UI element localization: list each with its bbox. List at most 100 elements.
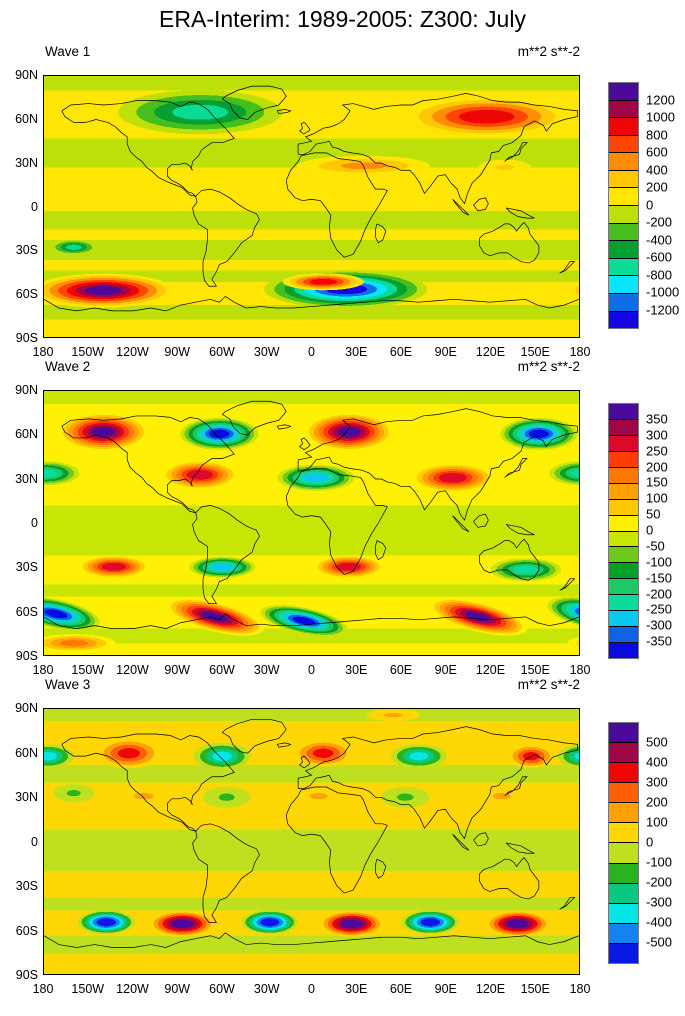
panel-units-label: m**2 s**-2 [517,44,580,59]
colorbar-swatch [609,883,638,904]
x-tick-label: 0 [308,982,315,996]
colorbar-label: 0 [646,834,654,850]
colorbar-label: -1200 [646,302,680,317]
x-tick-label: 120W [116,345,149,359]
y-tick-label: 90S [15,331,38,345]
colorbar-swatch [609,903,638,924]
colorbar-label: -200 [646,214,673,230]
x-axis-labels: 180 150W 120W 90W 60W 30W 0 30E 60E 90E 120E 150E 18… [33,663,591,679]
x-tick-label: 30W [253,982,280,996]
colorbar-swatch [609,419,638,436]
colorbar-label: -600 [646,249,673,265]
colorbar-swatch [609,188,638,207]
colorbar-swatch [609,404,638,420]
panel-subtitle-row: Wave 3 m**2 s**-2 [45,677,580,692]
colorbar-label: 400 [646,754,668,770]
colorbar-swatch [609,743,638,764]
colorbar-label: -300 [646,617,673,633]
panel-subtitle-row: Wave 1 m**2 s**-2 [45,44,580,59]
x-tick-label: 0 [308,663,315,677]
y-tick-label: 60N [15,745,38,760]
panel-subtitle-row: Wave 2 m**2 s**-2 [45,359,580,374]
colorbar-label: -800 [646,267,673,282]
colorbar-swatch [609,627,638,644]
x-tick-label: 180 [569,663,591,677]
colorbar-swatch [609,100,638,119]
y-tick-label: 90S [15,649,38,663]
x-tick-label: 30E [345,982,368,996]
colorbar-swatch [609,763,638,784]
x-tick-label: 60W [209,663,235,677]
coastline-svg [44,76,579,337]
x-tick-label: 30E [345,345,368,359]
colorbar-label: -400 [646,914,673,930]
wave-2-colorbar [608,403,639,659]
x-tick-label: 30W [253,345,280,359]
colorbar-label: 200 [646,459,668,474]
x-axis-labels: 180 150W 120W 90W 60W 30W 0 30E 60E 90E 120E 150E 18… [33,982,591,998]
x-tick-label: 150E [520,663,550,677]
colorbar-swatch [609,258,638,277]
x-tick-label: 60E [389,982,413,996]
colorbar-swatch [609,923,638,944]
wave-1-colorbar [608,82,639,329]
x-tick-label: 120E [475,345,506,359]
colorbar-label: 0 [646,197,654,212]
colorbar-label: 250 [646,443,668,459]
colorbar-label: -1000 [646,284,680,300]
x-tick-label: 180 [32,663,54,677]
x-tick-label: 30W [253,663,280,677]
y-tick-label: 60N [15,427,38,442]
x-tick-label: 120W [116,663,149,677]
colorbar-label: -500 [646,934,673,950]
colorbar-label: 150 [646,474,668,490]
panel-units-label: m**2 s**-2 [517,359,580,374]
y-tick-label: 60N [15,111,38,126]
colorbar-label: 200 [646,179,668,195]
x-tick-label: 60E [389,345,413,359]
colorbar-swatch [609,643,638,658]
colorbar-swatch [609,467,638,484]
x-tick-label: 90W [164,982,191,996]
colorbar-label: 1200 [646,92,675,107]
x-tick-label: 120W [116,982,149,996]
colorbar-label: 600 [646,144,668,160]
colorbar-label: 1000 [646,109,675,125]
coastline-svg [44,391,579,655]
colorbar-label: 100 [646,814,668,830]
colorbar-swatch [609,223,638,242]
colorbar-label: -50 [646,538,665,554]
colorbar-swatch [609,241,638,259]
colorbar-swatch [609,83,638,101]
x-axis-labels: 180 150W 120W 90W 60W 30W 0 30E 60E 90E 120E 150E 18… [33,345,591,361]
colorbar-swatch [609,293,638,312]
wave-2-map [43,390,580,656]
y-tick-label: 30S [15,243,38,258]
colorbar-swatch [609,783,638,804]
coastline-svg [44,709,579,974]
colorbar-swatch [609,170,638,189]
y-tick-label: 90N [15,383,38,397]
colorbar-swatch [609,515,638,532]
figure-title: ERA-Interim: 1989-2005: Z300: July [159,6,526,32]
x-tick-label: 90W [164,345,191,359]
y-tick-label: 0 [31,516,38,530]
x-tick-label: 30E [345,663,368,677]
x-tick-label: 60W [209,345,235,359]
colorbar-swatch [609,803,638,824]
colorbar-label: -150 [646,570,673,586]
x-tick-label: 60W [209,982,235,996]
x-tick-label: 180 [32,982,54,996]
x-tick-label: 90W [164,663,191,677]
colorbar-label: 400 [646,162,668,177]
panel-title: Wave 2 [45,359,91,374]
x-tick-label: 90E [434,345,457,359]
wave-1-map [43,75,580,338]
y-tick-label: 30N [15,155,38,170]
panel-title: Wave 3 [45,677,91,692]
colorbar-label: -200 [646,586,673,601]
colorbar-label: 800 [646,127,668,142]
x-tick-label: 150E [520,982,550,996]
colorbar-swatch [609,499,638,516]
